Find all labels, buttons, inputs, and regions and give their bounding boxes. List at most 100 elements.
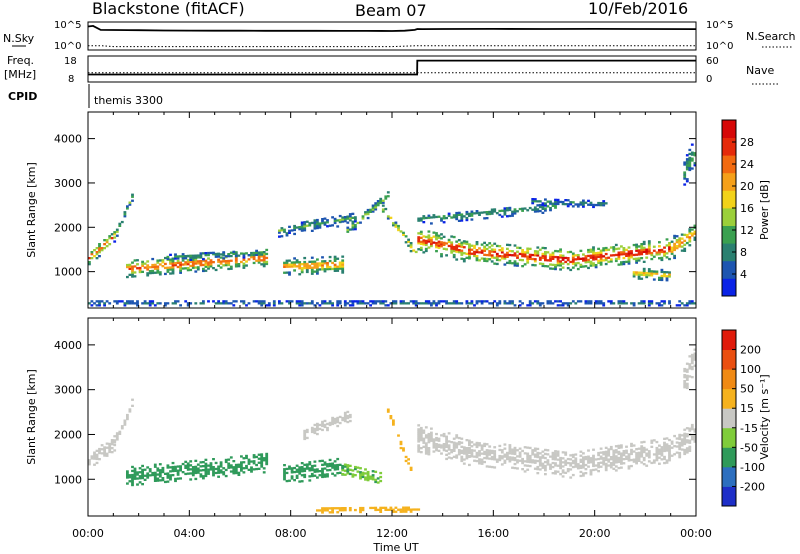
heat-cell: [650, 272, 654, 275]
heat-cell: [321, 222, 324, 225]
heat-cell: [93, 455, 96, 458]
heat-cell: [488, 465, 492, 468]
colorbar-segment: [722, 137, 736, 156]
heat-cell: [437, 234, 441, 237]
heat-cell: [617, 450, 621, 454]
heat-cell: [538, 464, 542, 467]
heat-cell: [328, 267, 332, 271]
heat-cell: [673, 445, 676, 448]
heat-cell: [627, 246, 631, 249]
heat-cell: [402, 233, 405, 236]
heat-cell: [412, 249, 416, 252]
heat-cell: [660, 300, 664, 303]
heat-cell: [166, 257, 170, 261]
heat-cell: [683, 239, 687, 242]
heat-cell: [95, 247, 99, 250]
heat-cell: [526, 209, 530, 212]
heat-cell: [427, 436, 431, 440]
heat-cell: [526, 259, 530, 262]
heat-cell: [470, 214, 474, 217]
heat-cell: [452, 235, 456, 239]
heat-cell: [554, 452, 557, 455]
heat-cell: [683, 452, 687, 456]
heat-cell: [156, 479, 160, 482]
heat-cell: [146, 260, 150, 263]
heat-cell: [523, 464, 527, 467]
heat-cell: [371, 478, 375, 481]
heat-cell: [506, 243, 509, 246]
heat-cell: [668, 444, 671, 448]
heat-cell: [227, 253, 231, 256]
heat-cell: [176, 471, 180, 474]
heat-cell: [417, 428, 421, 431]
heat-cell: [523, 470, 527, 473]
heat-cell: [592, 456, 595, 459]
heat-cell: [622, 260, 626, 264]
heat-cell: [475, 302, 479, 305]
heat-cell: [564, 199, 568, 202]
heat-cell: [348, 228, 352, 231]
heat-cell: [348, 217, 352, 220]
heat-cell: [493, 210, 497, 213]
heat-cell: [88, 261, 91, 264]
heat-cell: [432, 438, 436, 441]
heat-cell: [452, 300, 456, 303]
heat-cell: [685, 158, 689, 161]
heat-cell: [589, 469, 593, 472]
heat-cell: [589, 203, 593, 206]
heat-cell: [93, 451, 96, 454]
heat-cell: [450, 216, 454, 219]
heat-cell: [650, 461, 654, 465]
heat-cell: [166, 255, 170, 259]
heat-cell: [407, 506, 410, 509]
heat-cell: [222, 257, 226, 260]
heat-cell: [354, 226, 357, 229]
heat-cell: [549, 302, 552, 305]
heat-cell: [318, 459, 322, 463]
colorbar-tick-label: -200: [740, 480, 765, 493]
heat-cell: [351, 220, 355, 223]
heat-cell: [202, 461, 205, 464]
heat-cell: [98, 451, 101, 455]
heat-cell: [533, 449, 537, 452]
x-tick-label: 16:00: [477, 527, 509, 540]
heat-cell: [599, 455, 603, 458]
heat-cell: [645, 248, 649, 251]
heat-cell: [351, 228, 355, 231]
colorbar-tick-label: 24: [740, 158, 754, 171]
heat-cell: [680, 438, 684, 441]
heat-cell: [308, 469, 312, 472]
heat-cell: [665, 277, 669, 280]
heat-cell: [566, 199, 570, 202]
heat-cell: [399, 442, 403, 446]
heat-cell: [257, 257, 261, 260]
heat-cell: [597, 253, 600, 256]
heat-cell: [498, 458, 502, 462]
heat-cell: [262, 255, 266, 258]
heat-cell: [640, 441, 644, 444]
heat-cell: [617, 247, 621, 250]
heat-cell: [141, 264, 144, 267]
heat-cell: [432, 440, 436, 443]
heat-cell: [589, 302, 593, 305]
heat-cell: [219, 463, 223, 466]
heat-cell: [470, 248, 474, 251]
heat-cell: [620, 446, 623, 449]
heat-cell: [665, 238, 669, 241]
heat-cell: [442, 445, 446, 448]
heat-cell: [313, 225, 317, 228]
heat-cell: [612, 302, 616, 305]
heat-cell: [503, 207, 507, 210]
heat-cell: [402, 300, 405, 303]
heat-cell: [184, 466, 188, 469]
heat-cell: [361, 471, 365, 474]
heat-cell: [462, 448, 466, 451]
heat-cell: [194, 477, 198, 481]
heat-cell: [118, 432, 122, 435]
heat-cell: [587, 465, 590, 468]
heat-cell: [678, 243, 682, 246]
heat-cell: [582, 201, 585, 204]
heat-cell: [599, 251, 603, 254]
heat-cell: [280, 302, 284, 305]
